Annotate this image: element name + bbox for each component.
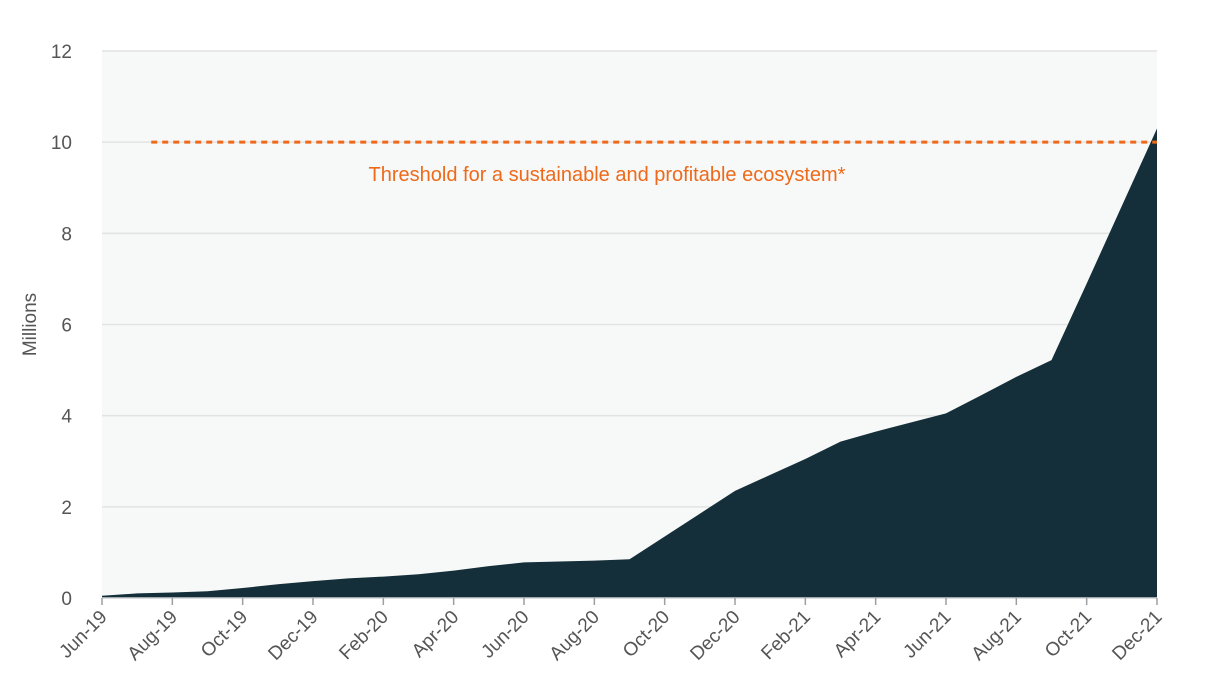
- x-tick-label: Jun-19: [56, 607, 112, 663]
- y-axis: 0 2 4 6 8 10 12: [51, 42, 73, 610]
- x-tick-label: Apr-21: [830, 607, 885, 662]
- x-tick-label: Oct-20: [619, 607, 674, 662]
- x-tick-label: Oct-19: [197, 607, 252, 662]
- x-tick-label: Feb-20: [335, 607, 392, 664]
- x-tick-label: Dec-19: [264, 607, 322, 665]
- x-tick-label: Dec-20: [686, 607, 744, 665]
- y-tick-label: 8: [61, 224, 72, 245]
- y-tick-label: 6: [61, 316, 72, 337]
- y-tick-label: 0: [61, 589, 72, 610]
- x-tick-label: Aug-19: [124, 607, 182, 665]
- y-tick-label: 10: [51, 133, 72, 154]
- y-tick-label: 4: [61, 407, 72, 428]
- series-area: [102, 128, 1157, 598]
- x-tick-label: Oct-21: [1041, 607, 1096, 662]
- y-axis-title: Millions: [20, 293, 41, 356]
- x-tick-label: Feb-21: [757, 607, 814, 664]
- x-tick-label: Aug-20: [546, 607, 604, 665]
- x-tick-label: Jun-20: [478, 607, 534, 663]
- x-axis: Jun-19 Aug-19 Oct-19 Dec-19 Feb-20 Apr-20 Jun-…: [56, 597, 1167, 665]
- x-tick-label: Jun-21: [900, 607, 956, 663]
- y-tick-label: 12: [51, 42, 72, 63]
- y-tick-label: 2: [61, 498, 72, 519]
- x-tick-label: Aug-21: [968, 607, 1026, 665]
- gridlines: [102, 50, 1157, 508]
- threshold-label: Threshold for a sustainable and profitab…: [369, 164, 846, 186]
- x-tick-label: Apr-20: [408, 607, 463, 662]
- x-tick-label: Dec-21: [1108, 607, 1166, 665]
